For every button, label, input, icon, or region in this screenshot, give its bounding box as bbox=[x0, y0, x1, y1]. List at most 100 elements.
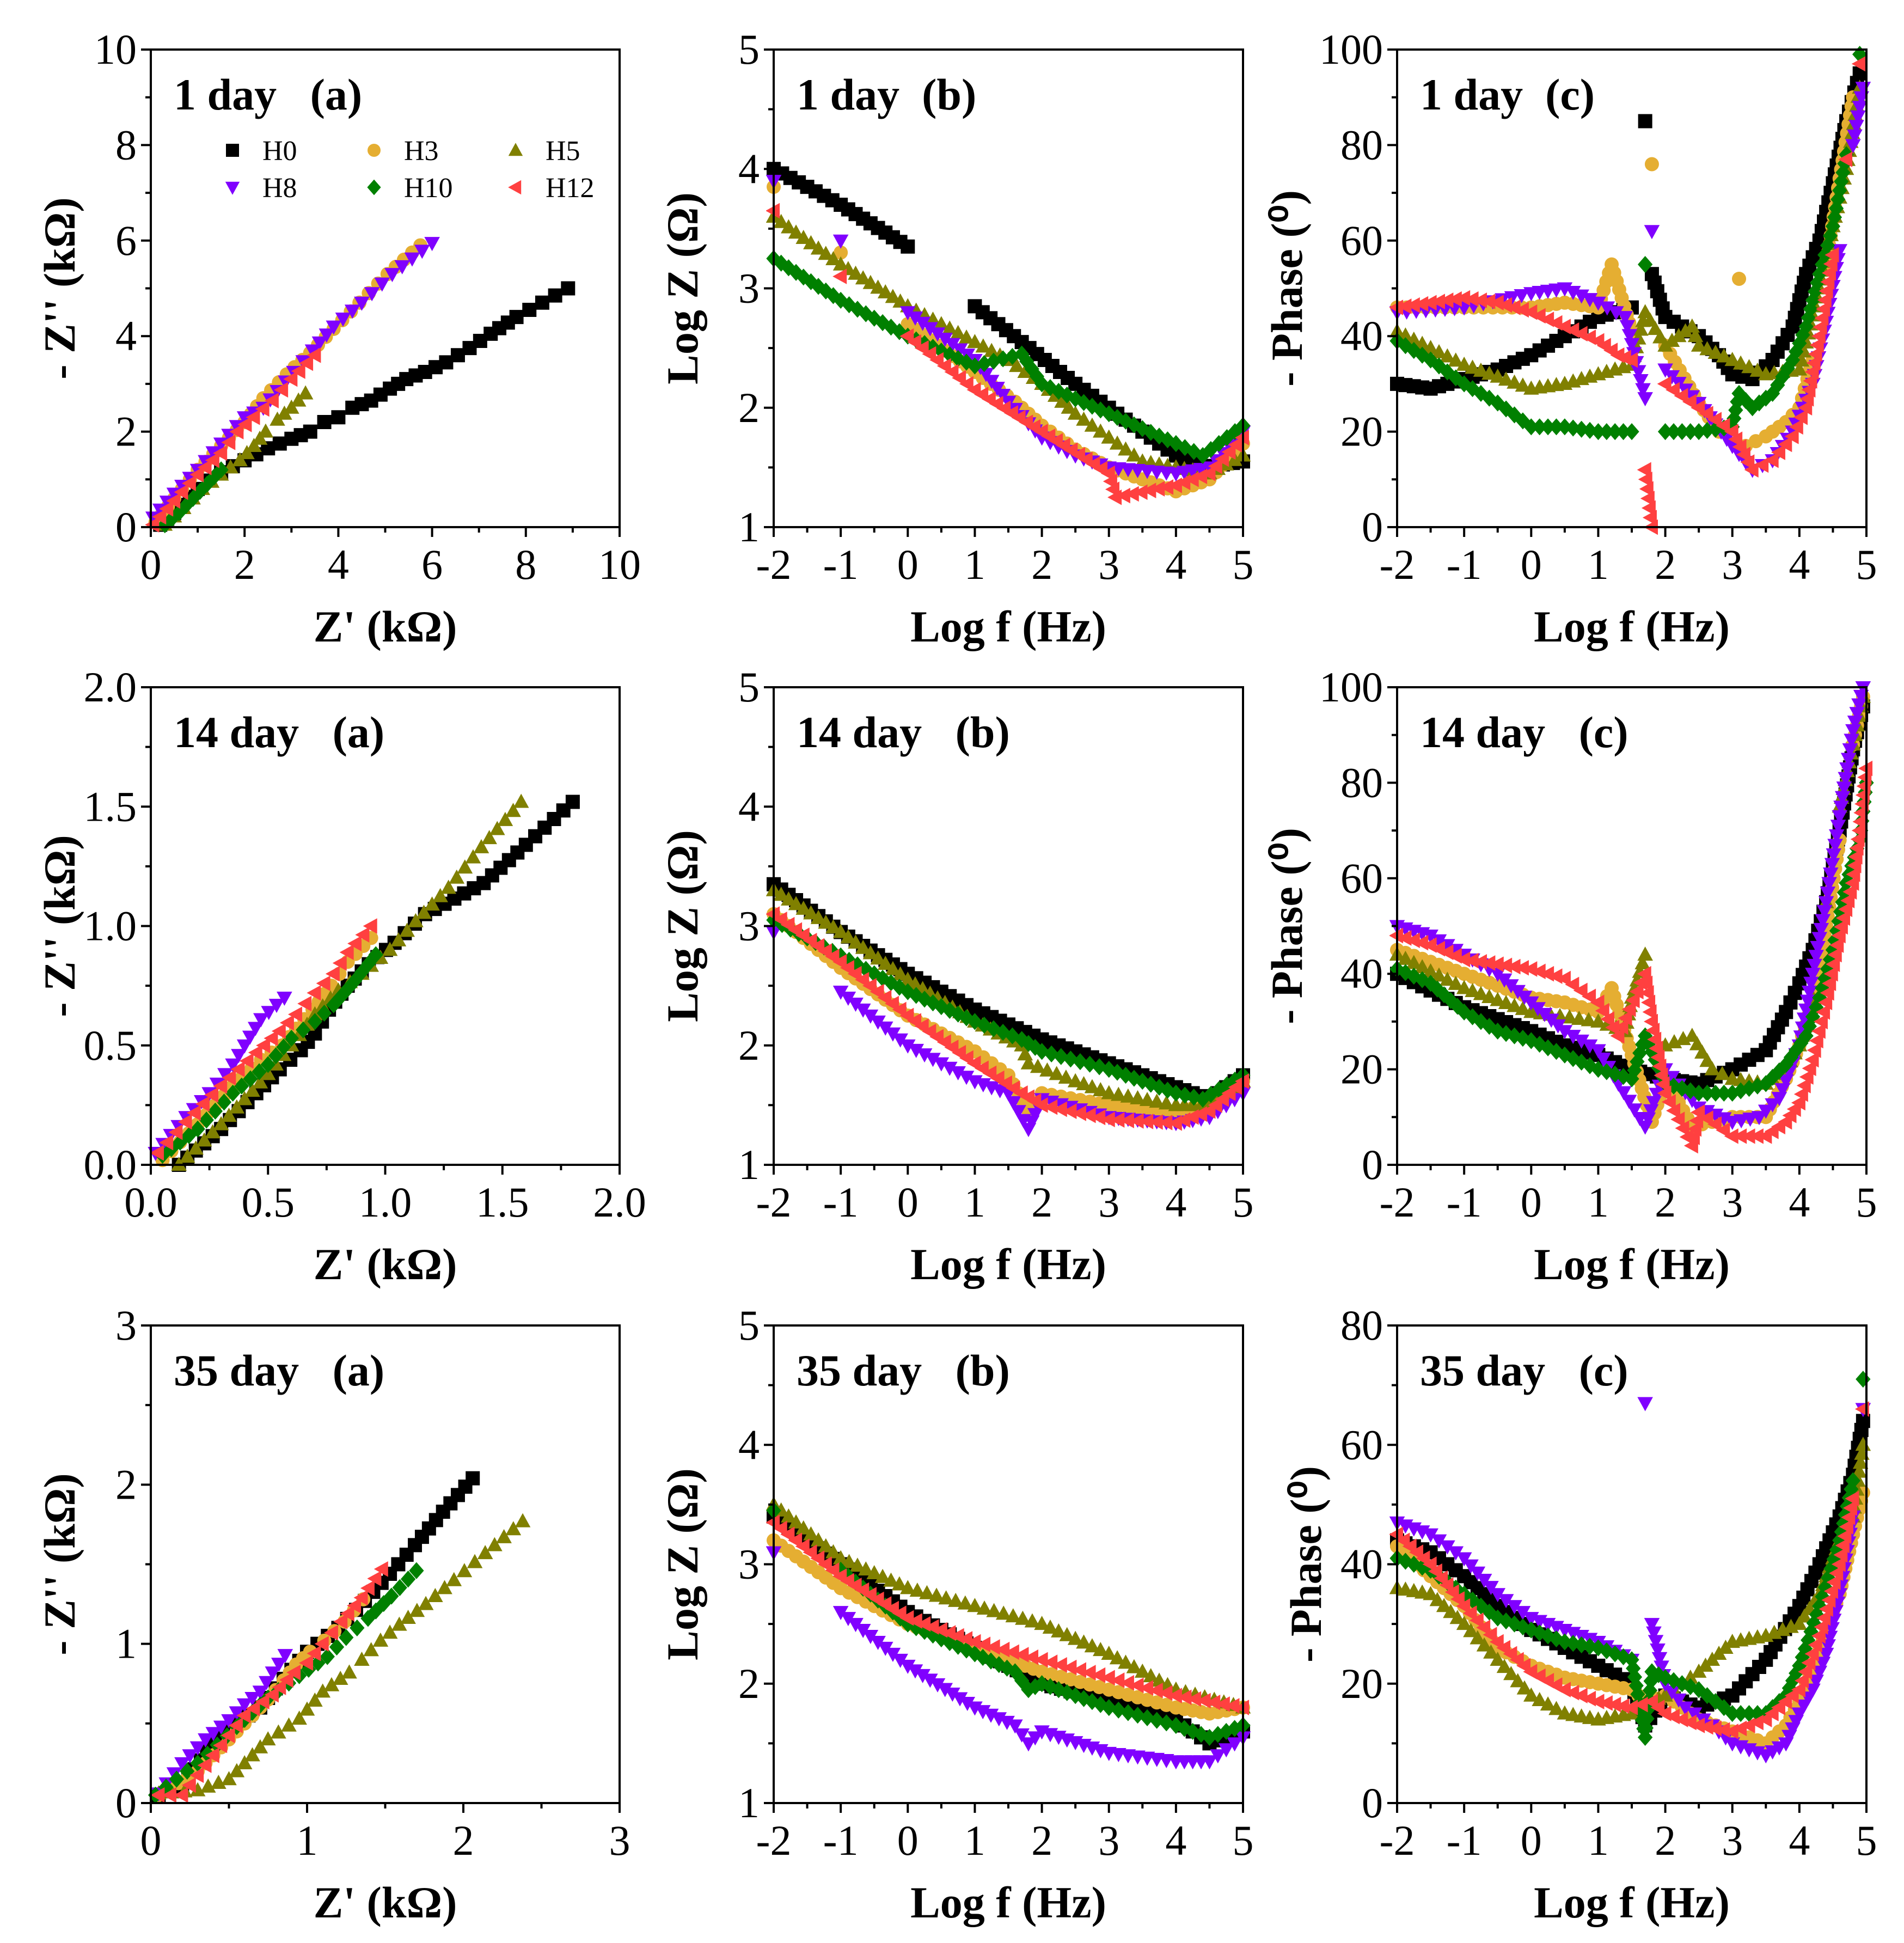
data-point bbox=[1699, 421, 1715, 439]
data-point bbox=[1405, 932, 1420, 949]
data-point bbox=[481, 830, 497, 845]
data-point bbox=[991, 1712, 1007, 1727]
data-point bbox=[1818, 994, 1833, 1011]
series-h10 bbox=[1389, 1371, 1871, 1746]
data-point bbox=[1708, 1084, 1723, 1102]
series-h12 bbox=[1389, 56, 1866, 535]
data-point bbox=[1143, 424, 1159, 441]
data-point bbox=[1649, 1040, 1663, 1056]
data-point bbox=[1043, 1654, 1058, 1670]
data-point bbox=[1628, 1677, 1644, 1695]
data-point bbox=[1120, 1088, 1136, 1103]
data-point bbox=[1831, 1556, 1846, 1572]
data-point bbox=[1793, 1086, 1808, 1102]
data-point bbox=[274, 382, 289, 398]
data-point bbox=[505, 803, 521, 817]
data-point bbox=[1699, 1687, 1715, 1704]
x-tick-label: 4 bbox=[1165, 1178, 1186, 1226]
data-point bbox=[1638, 1719, 1654, 1737]
data-point bbox=[297, 385, 314, 400]
data-point bbox=[1195, 1090, 1210, 1108]
x-tick-label: 3 bbox=[1098, 1817, 1119, 1864]
data-point bbox=[1448, 352, 1464, 367]
data-point bbox=[1423, 963, 1438, 977]
data-point bbox=[958, 1071, 975, 1085]
data-point bbox=[1514, 960, 1529, 976]
data-point bbox=[1822, 975, 1836, 992]
data-point bbox=[1811, 328, 1826, 344]
data-point bbox=[1674, 388, 1688, 404]
data-point bbox=[1778, 1056, 1793, 1073]
data-point bbox=[181, 1777, 196, 1793]
data-point bbox=[247, 1022, 264, 1036]
data-point bbox=[1084, 417, 1100, 432]
data-point bbox=[803, 1526, 819, 1541]
data-point bbox=[1062, 1103, 1077, 1119]
data-point bbox=[1820, 985, 1834, 1001]
data-point bbox=[925, 1053, 941, 1067]
y-tick-label: 80 bbox=[1340, 1302, 1383, 1349]
data-point bbox=[1093, 423, 1109, 438]
data-point bbox=[1657, 337, 1673, 352]
data-point bbox=[858, 961, 873, 978]
data-point bbox=[1654, 1660, 1669, 1675]
data-point bbox=[1791, 361, 1808, 376]
panel-label: 35 day (c) bbox=[1420, 1346, 1628, 1395]
data-point bbox=[1811, 932, 1828, 946]
data-point bbox=[244, 1692, 260, 1707]
data-point bbox=[1473, 986, 1489, 1000]
data-point bbox=[862, 1009, 879, 1024]
data-point bbox=[339, 944, 354, 961]
data-point bbox=[1186, 1089, 1202, 1106]
data-point bbox=[810, 1532, 827, 1547]
data-point bbox=[1447, 291, 1462, 307]
data-point bbox=[1092, 1058, 1107, 1076]
data-point bbox=[1177, 439, 1192, 456]
data-point bbox=[1202, 1755, 1217, 1770]
data-point bbox=[847, 966, 862, 982]
data-point bbox=[457, 859, 473, 874]
x-tick-label: 4 bbox=[1165, 1817, 1186, 1864]
data-point bbox=[1845, 1490, 1859, 1507]
x-tick-label: 0 bbox=[140, 541, 162, 588]
data-point bbox=[1724, 424, 1738, 439]
x-tick-label: 1 bbox=[964, 541, 985, 588]
data-point bbox=[329, 1638, 345, 1656]
data-point bbox=[855, 270, 871, 285]
data-point bbox=[190, 1120, 205, 1138]
data-point bbox=[427, 1588, 443, 1603]
data-point bbox=[780, 1526, 795, 1542]
data-point bbox=[1101, 405, 1117, 423]
series-h12 bbox=[766, 203, 1250, 505]
data-point bbox=[1699, 1084, 1715, 1102]
data-point bbox=[936, 358, 951, 374]
data-point bbox=[258, 423, 274, 438]
data-point bbox=[1523, 1687, 1539, 1702]
data-point bbox=[1440, 1540, 1455, 1555]
data-point bbox=[892, 966, 908, 981]
data-point bbox=[299, 1655, 314, 1671]
data-point bbox=[367, 179, 381, 195]
data-point bbox=[279, 1015, 294, 1031]
data-point bbox=[205, 452, 219, 468]
data-point bbox=[818, 246, 834, 260]
data-point bbox=[959, 376, 974, 392]
data-point bbox=[1052, 1101, 1067, 1117]
data-point bbox=[877, 955, 893, 970]
data-point bbox=[1456, 1616, 1472, 1630]
data-point bbox=[1039, 1062, 1055, 1077]
data-point bbox=[1825, 247, 1839, 263]
data-point bbox=[195, 1096, 210, 1112]
data-point bbox=[1607, 423, 1623, 441]
data-point bbox=[236, 411, 253, 426]
y-tick-label: 1.0 bbox=[84, 902, 137, 950]
data-point bbox=[1818, 1647, 1834, 1662]
data-point bbox=[1630, 1053, 1645, 1071]
series-h12 bbox=[150, 1561, 388, 1803]
data-point bbox=[1515, 377, 1531, 392]
data-point bbox=[1805, 968, 1821, 982]
data-point bbox=[1431, 967, 1447, 982]
data-point bbox=[884, 995, 899, 1012]
